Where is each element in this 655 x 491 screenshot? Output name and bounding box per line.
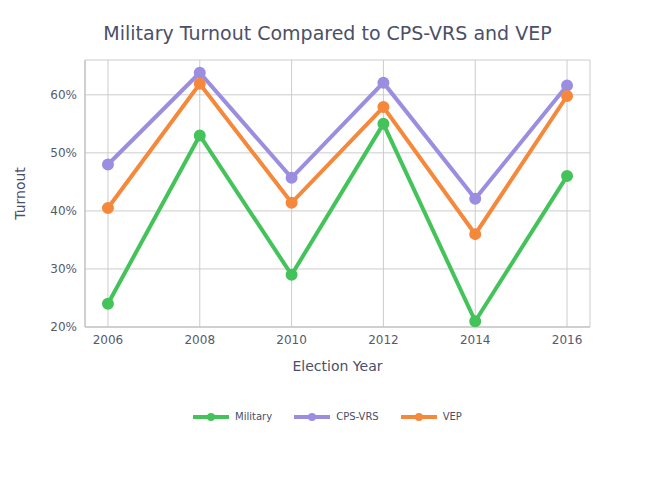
svg-text:Turnout: Turnout bbox=[12, 167, 28, 221]
html-text:Military Turnout Compared to C: Military Turnout Compared to CPS-VRS and… bbox=[103, 22, 552, 44]
svg-text:40%: 40% bbox=[50, 204, 77, 218]
svg-text:2010: 2010 bbox=[276, 333, 307, 347]
svg-text:2016: 2016 bbox=[552, 333, 583, 347]
html-text:VEP: VEP bbox=[442, 411, 462, 422]
html-text:CPS-VRS: CPS-VRS bbox=[336, 411, 379, 422]
svg-text:2014: 2014 bbox=[460, 333, 491, 347]
svg-text:20%: 20% bbox=[50, 320, 77, 334]
svg-text:60%: 60% bbox=[50, 88, 77, 102]
svg-text:2008: 2008 bbox=[184, 333, 215, 347]
svg-text:2006: 2006 bbox=[93, 333, 124, 347]
svg-text:30%: 30% bbox=[50, 262, 77, 276]
svg-text:2012: 2012 bbox=[368, 333, 399, 347]
svg-text:50%: 50% bbox=[50, 146, 77, 160]
html-text:Military: Military bbox=[235, 411, 273, 422]
svg-text:Election Year: Election Year bbox=[293, 358, 383, 374]
